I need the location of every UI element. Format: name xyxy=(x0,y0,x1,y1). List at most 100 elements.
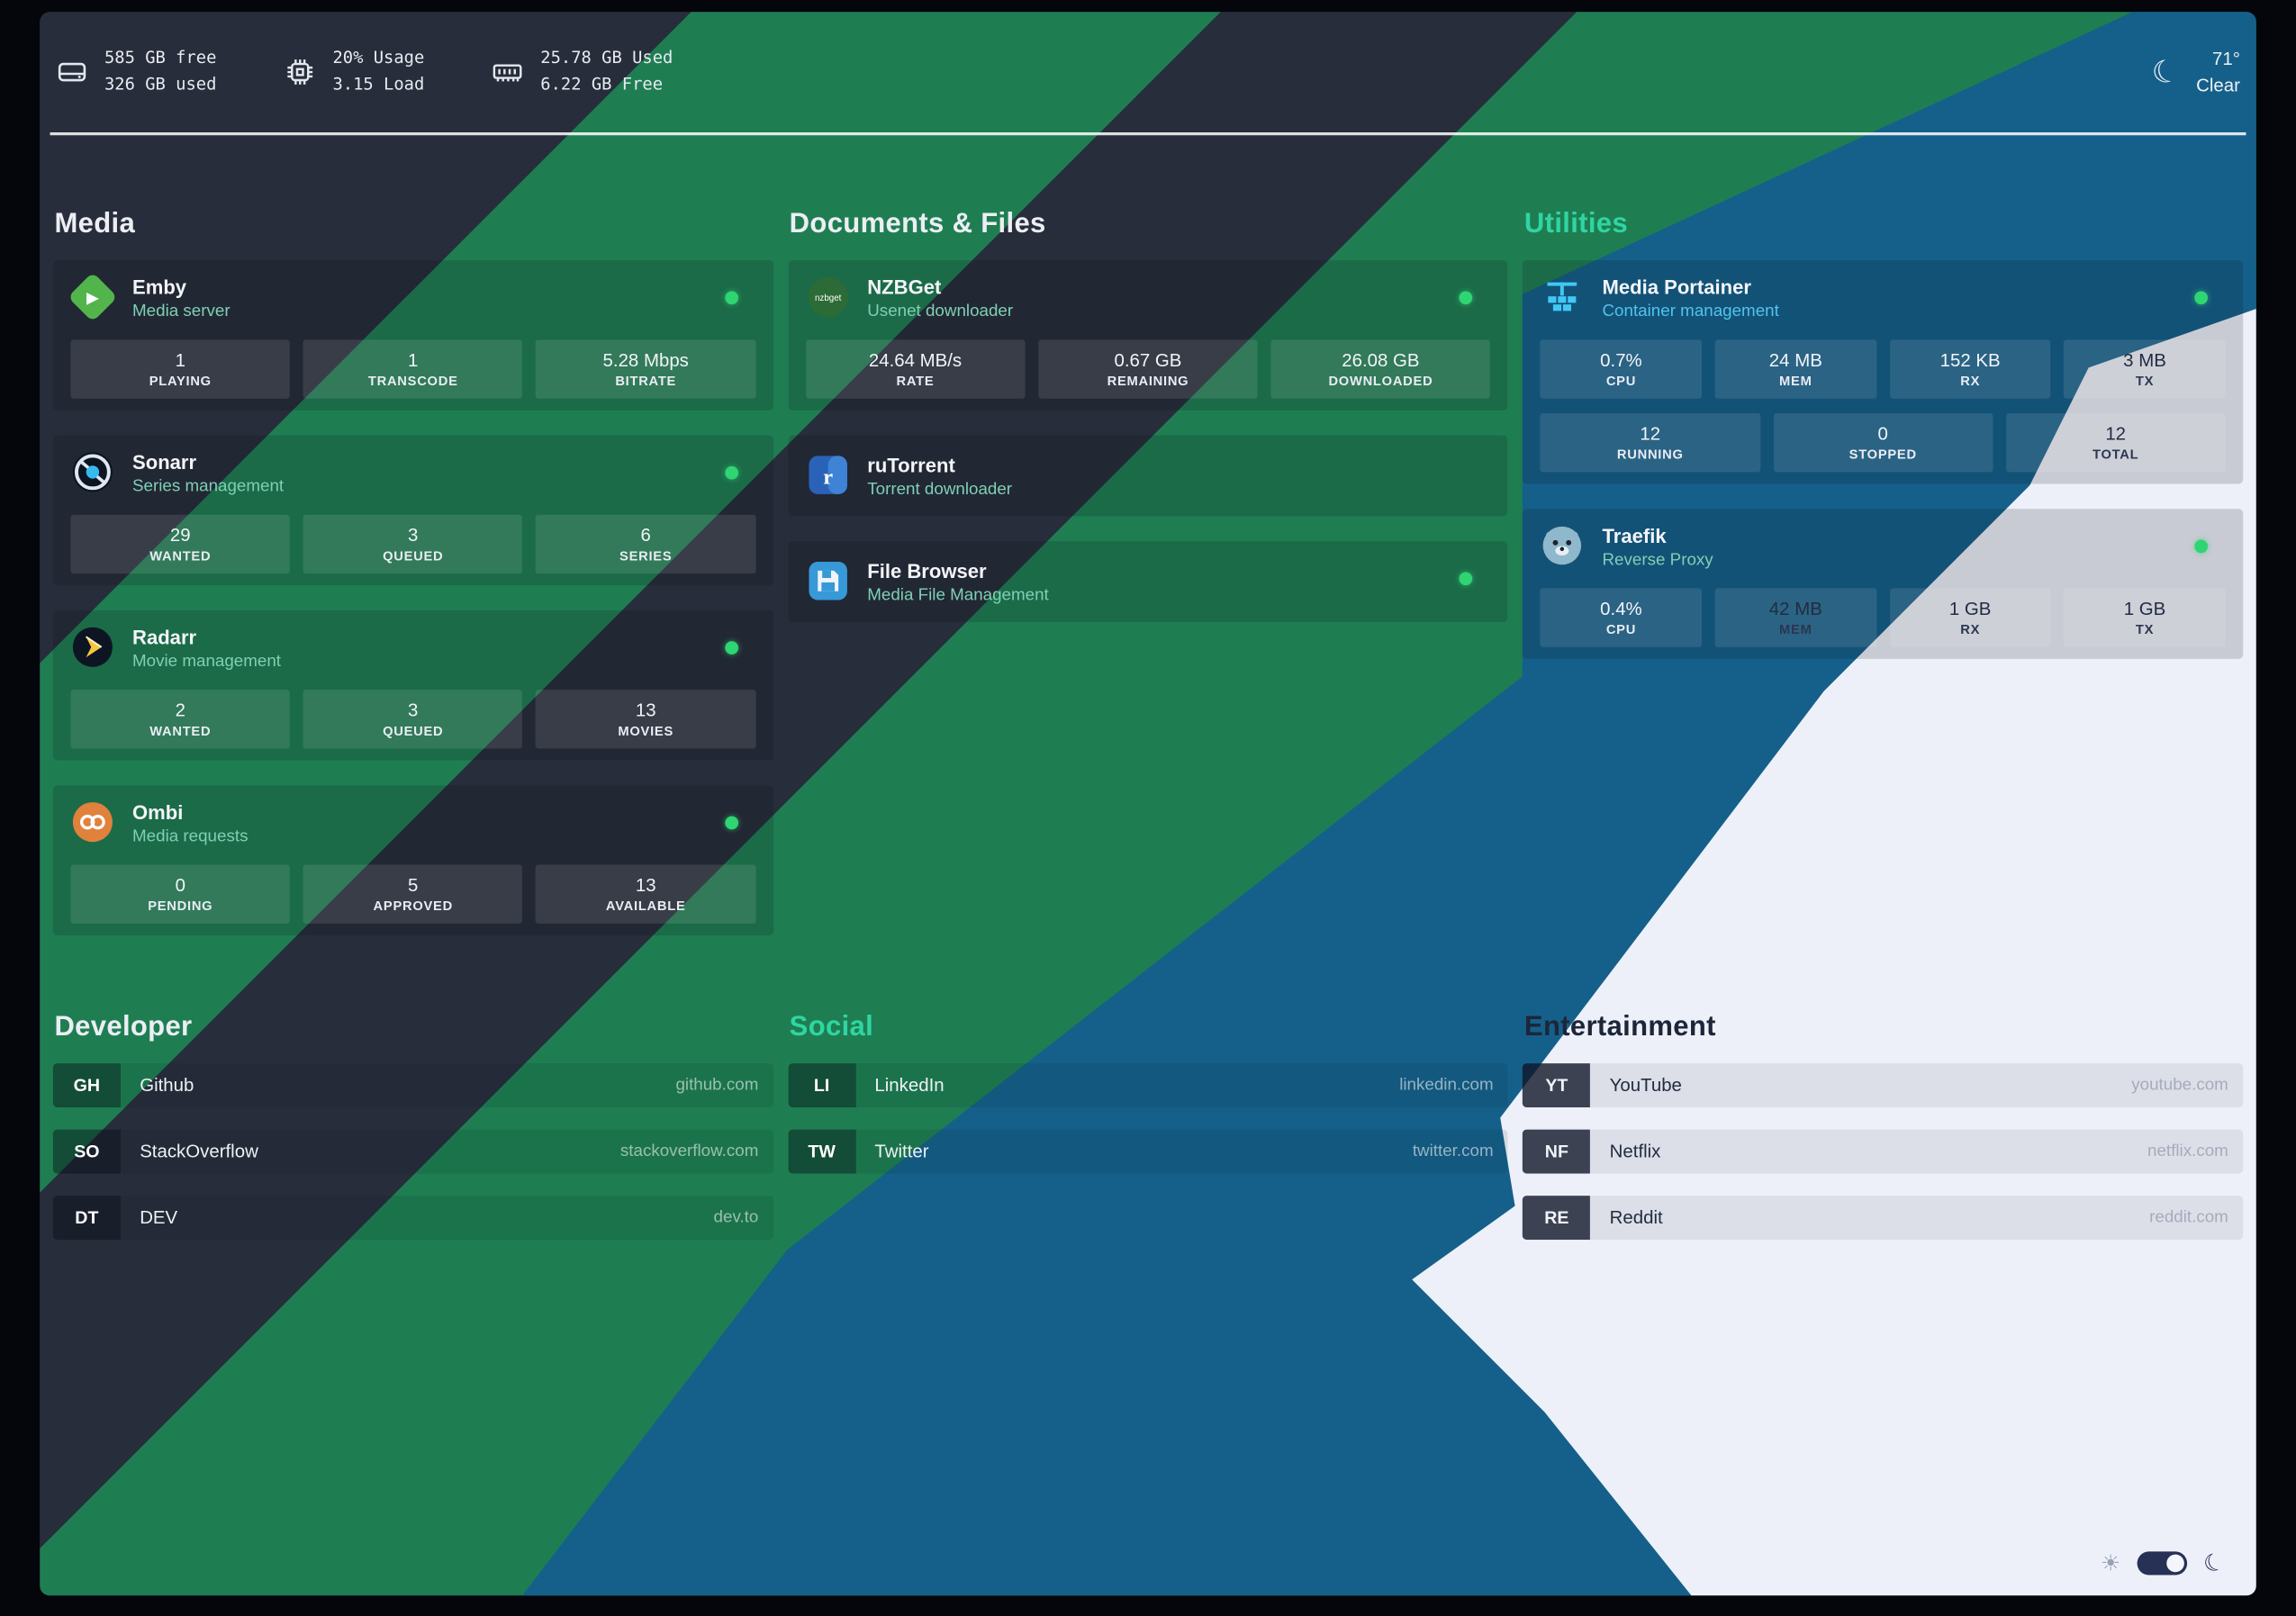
stat-available: 13 AVAILABLE xyxy=(536,864,756,924)
memory-used: 25.78 GB Used xyxy=(540,47,673,68)
service-card-filebrowser[interactable]: File Browser Media File Management xyxy=(788,541,1508,623)
dashboard-app: 585 GB free 326 GB used 20% Usage 3.15 L… xyxy=(40,12,2256,1596)
bookmark-github[interactable]: GH Github github.com xyxy=(52,1063,773,1108)
theme-toggle-switch[interactable] xyxy=(2137,1550,2187,1575)
section-title-developer: Developer xyxy=(54,1011,193,1043)
bookmark-name: Github xyxy=(140,1075,194,1097)
service-card-rutorrent[interactable]: r ruTorrent Torrent downloader xyxy=(788,435,1508,517)
bookmark-url: linkedin.com xyxy=(1399,1076,1494,1095)
memory-icon xyxy=(493,64,523,82)
bookmark-youtube[interactable]: YT YouTube youtube.com xyxy=(1523,1063,2244,1108)
service-name: Media Portainer xyxy=(1602,276,1751,299)
toggle-knob xyxy=(2165,1553,2184,1572)
service-subtitle: Reverse Proxy xyxy=(1602,551,1713,570)
service-subtitle: Series management xyxy=(132,477,285,496)
section-documents: Documents & Files nzbget NZBGet xyxy=(788,209,1508,935)
stat-remaining: 0.67 GB REMAINING xyxy=(1038,339,1258,399)
section-title-social: Social xyxy=(789,1011,874,1043)
service-subtitle: Movie management xyxy=(132,653,282,671)
stat-rx: 1 GB RX xyxy=(1889,588,2051,647)
stat-queued: 3 QUEUED xyxy=(303,690,523,749)
filebrowser-icon xyxy=(806,559,850,603)
stat-tx: 1 GB TX xyxy=(2064,588,2226,647)
service-subtitle: Usenet downloader xyxy=(867,302,1014,321)
stat-mem: 42 MB MEM xyxy=(1714,588,1876,647)
status-dot xyxy=(1460,572,1473,586)
stat-series: 6 SERIES xyxy=(536,514,756,574)
service-subtitle: Torrent downloader xyxy=(867,481,1013,499)
bookmark-netflix[interactable]: NF Netflix netflix.com xyxy=(1523,1129,2244,1174)
service-name: Sonarr xyxy=(132,451,197,474)
emby-icon: ▶ xyxy=(68,272,118,322)
status-dot xyxy=(724,641,738,655)
bookmark-abbr: RE xyxy=(1523,1196,1591,1241)
bookmark-url: netflix.com xyxy=(2147,1142,2228,1160)
service-card-radarr[interactable]: Radarr Movie management 2 WANTED 3 QUEUED xyxy=(52,609,773,761)
status-dot xyxy=(724,291,738,305)
section-title-entertainment: Entertainment xyxy=(1523,1011,1716,1043)
service-card-nzbget[interactable]: nzbget NZBGet Usenet downloader 24.6 xyxy=(788,260,1508,411)
svg-text:nzbget: nzbget xyxy=(814,293,841,303)
bookmark-url: youtube.com xyxy=(2131,1076,2228,1095)
memory-free: 6.22 GB Free xyxy=(540,73,664,95)
bookmark-url: github.com xyxy=(675,1076,759,1095)
service-card-portainer[interactable]: Media Portainer Container management 0.7… xyxy=(1523,260,2244,484)
stat-rate: 24.64 MB/s RATE xyxy=(805,339,1026,399)
stat-total: 12 TOTAL xyxy=(2005,413,2226,473)
bookmark-reddit[interactable]: RE Reddit reddit.com xyxy=(1523,1196,2244,1241)
bookmark-name: Twitter xyxy=(874,1141,929,1162)
bookmark-abbr: NF xyxy=(1523,1129,1591,1174)
bookmark-url: dev.to xyxy=(713,1208,759,1227)
stat-pending: 0 PENDING xyxy=(70,864,291,924)
disk-widget: 585 GB free 326 GB used xyxy=(56,46,216,98)
service-name: Ombi xyxy=(132,801,184,824)
service-card-emby[interactable]: ▶ Emby Media server 1 PLAYING xyxy=(52,260,773,411)
bookmark-twitter[interactable]: TW Twitter twitter.com xyxy=(788,1129,1508,1174)
service-name: Traefik xyxy=(1602,525,1667,547)
status-dot xyxy=(724,465,738,480)
service-subtitle: Media server xyxy=(132,302,231,321)
stat-cpu: 0.7% CPU xyxy=(1540,339,1703,399)
service-card-sonarr[interactable]: Sonarr Series management 29 WANTED 3 QUEUE… xyxy=(52,435,773,586)
section-title-documents: Documents & Files xyxy=(789,208,1046,240)
top-status-bar: 585 GB free 326 GB used 20% Usage 3.15 L… xyxy=(50,12,2246,136)
crescent-moon-icon: ☾ xyxy=(2148,50,2184,93)
service-name: NZBGet xyxy=(867,276,942,299)
stat-approved: 5 APPROVED xyxy=(303,864,523,924)
stat-queued: 3 QUEUED xyxy=(303,514,523,574)
stat-cpu: 0.4% CPU xyxy=(1540,588,1703,647)
sun-icon: ☀ xyxy=(2101,1548,2121,1576)
status-dot xyxy=(2194,291,2208,305)
bookmark-abbr: GH xyxy=(52,1063,121,1108)
service-card-traefik[interactable]: Traefik Reverse Proxy 0.4% CPU 42 MB MEM xyxy=(1523,509,2244,659)
weather-widget: ☾ 71° Clear xyxy=(2148,45,2240,98)
svg-text:r: r xyxy=(823,465,833,489)
service-subtitle: Media File Management xyxy=(867,586,1049,605)
stat-wanted: 2 WANTED xyxy=(70,690,291,749)
bookmark-linkedin[interactable]: LI LinkedIn linkedin.com xyxy=(788,1063,1508,1108)
weather-condition: Clear xyxy=(2196,75,2240,96)
service-name: File Browser xyxy=(867,560,987,582)
service-name: Emby xyxy=(132,276,187,299)
weather-temp: 71° xyxy=(2212,48,2240,69)
stat-movies: 13 MOVIES xyxy=(536,690,756,749)
section-title-utilities: Utilities xyxy=(1523,208,1628,240)
stat-stopped: 0 STOPPED xyxy=(1773,413,1993,473)
stat-bitrate: 5.28 Mbps BITRATE xyxy=(536,339,756,399)
traefik-icon xyxy=(1541,524,1585,568)
status-dot xyxy=(2194,539,2208,554)
service-card-ombi[interactable]: Ombi Media requests 0 PENDING 5 APPROVED xyxy=(52,785,773,935)
bookmark-dev[interactable]: DT DEV dev.to xyxy=(52,1196,773,1241)
bookmark-url: stackoverflow.com xyxy=(619,1142,759,1160)
stat-playing: 1 PLAYING xyxy=(70,339,291,399)
bookmark-stackoverflow[interactable]: SO StackOverflow stackoverflow.com xyxy=(52,1129,773,1174)
stat-tx: 3 MB TX xyxy=(2064,339,2226,399)
bookmark-name: LinkedIn xyxy=(874,1075,945,1097)
section-title-media: Media xyxy=(54,208,136,240)
section-media: Media ▶ Emby Media server xyxy=(52,208,773,935)
section-entertainment: Entertainment YT YouTube youtube.com NF … xyxy=(1523,1011,2244,1241)
moon-icon: ☾ xyxy=(2199,1546,2228,1580)
section-utilities: Utilities xyxy=(1523,208,2244,935)
bookmark-name: DEV xyxy=(140,1207,178,1229)
